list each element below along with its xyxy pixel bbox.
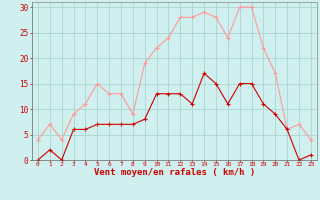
X-axis label: Vent moyen/en rafales ( km/h ): Vent moyen/en rafales ( km/h ) [94,168,255,177]
